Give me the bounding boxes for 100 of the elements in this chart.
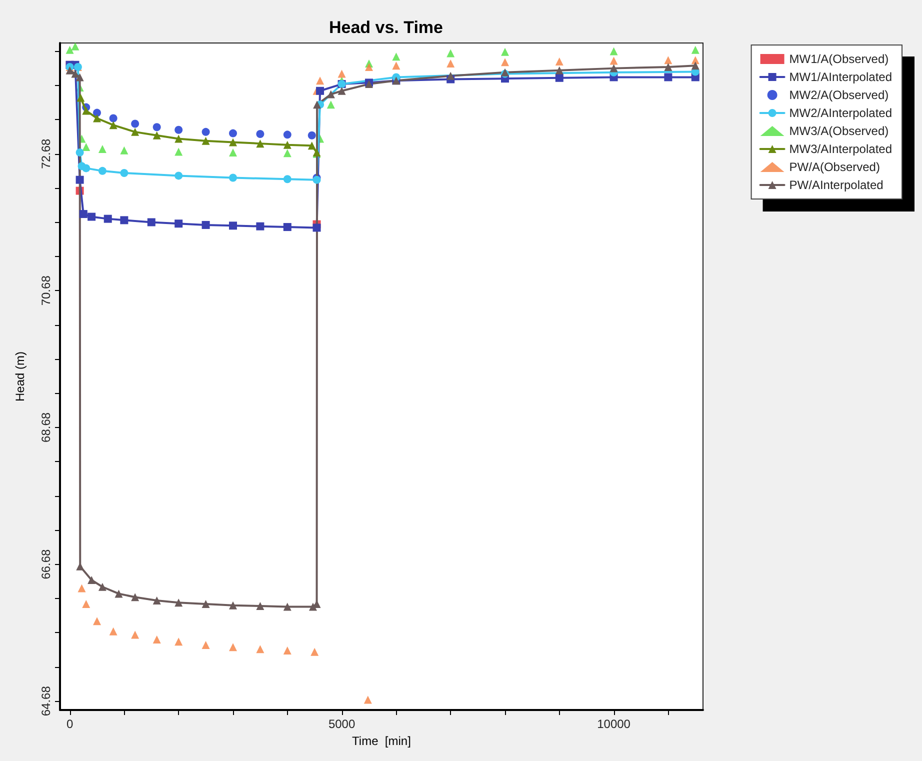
- point: [256, 222, 264, 230]
- point: [228, 601, 237, 610]
- point: [66, 66, 74, 74]
- point: [131, 593, 140, 602]
- point: [256, 130, 264, 138]
- point: [92, 617, 101, 626]
- point: [131, 128, 140, 136]
- point: [283, 223, 292, 232]
- point: [326, 100, 335, 109]
- point: [152, 131, 161, 140]
- legend-label: MW2/A(Observed): [789, 88, 889, 102]
- point: [283, 140, 292, 149]
- point: [71, 42, 80, 50]
- point: [79, 210, 88, 218]
- point: [313, 100, 322, 109]
- point: [392, 62, 400, 70]
- point: [174, 148, 183, 156]
- legend-label: MW1/AInterpolated: [789, 70, 892, 84]
- point: [610, 56, 618, 65]
- point: [283, 130, 292, 139]
- y-tick-label: 72.68: [39, 138, 53, 169]
- point: [131, 630, 140, 639]
- point: [664, 73, 672, 82]
- point: [310, 648, 319, 656]
- y-tick-label: 68.68: [39, 412, 53, 442]
- point: [316, 86, 324, 95]
- point: [88, 212, 96, 221]
- point: [82, 164, 90, 172]
- point: [76, 176, 84, 184]
- point: [283, 602, 292, 611]
- point: [98, 145, 106, 154]
- point: [202, 136, 210, 145]
- point: [104, 214, 112, 223]
- point: [82, 600, 90, 608]
- x-axis-title: Time [min]: [352, 734, 411, 748]
- point: [256, 645, 264, 654]
- point: [364, 62, 373, 71]
- point: [109, 627, 118, 636]
- point: [338, 86, 346, 95]
- y-tick-label: 66.68: [39, 548, 53, 580]
- point: [152, 596, 161, 605]
- point: [76, 94, 85, 102]
- point: [76, 73, 84, 82]
- legend-label: MW3/AInterpolated: [789, 142, 892, 156]
- point: [98, 582, 106, 591]
- point: [174, 220, 183, 228]
- point: [120, 146, 128, 154]
- point: [152, 636, 161, 644]
- point: [283, 646, 292, 654]
- point: [691, 62, 700, 70]
- legend-label: MW3/A(Observed): [789, 124, 889, 138]
- point: [326, 90, 335, 98]
- y-axis-title: Head (m): [13, 351, 27, 402]
- point: [78, 584, 86, 592]
- point: [555, 66, 564, 74]
- point: [174, 598, 183, 607]
- point: [500, 48, 509, 56]
- point: [228, 222, 237, 230]
- point: [446, 49, 455, 58]
- legend-label: MW1/A(Observed): [789, 52, 889, 66]
- point: [228, 643, 237, 652]
- legend-label: PW/AInterpolated: [789, 178, 884, 192]
- point: [228, 148, 237, 156]
- point: [691, 46, 700, 54]
- point: [392, 52, 400, 61]
- point: [66, 46, 74, 54]
- point: [98, 166, 106, 175]
- point: [308, 131, 316, 140]
- point: [114, 590, 123, 598]
- point: [364, 696, 372, 704]
- point: [283, 149, 292, 158]
- x-tick-label: 0: [66, 717, 74, 731]
- x-tick-label: 5000: [328, 717, 356, 731]
- point: [229, 174, 237, 182]
- point: [283, 175, 292, 184]
- point: [664, 62, 672, 71]
- point: [174, 134, 183, 143]
- y-tick-label: 64.68: [39, 686, 53, 716]
- point: [120, 216, 128, 224]
- chart-title: Head vs. Time: [328, 18, 444, 37]
- x-tick-label: 10000: [597, 717, 631, 731]
- point: [174, 172, 183, 180]
- point: [228, 138, 237, 146]
- point: [120, 168, 128, 177]
- point: [202, 220, 210, 229]
- legend-label: PW/A(Observed): [789, 160, 880, 174]
- point: [174, 126, 183, 134]
- point: [312, 224, 321, 232]
- y-tick-label: 70.68: [39, 275, 53, 306]
- point: [316, 76, 324, 85]
- point: [82, 142, 90, 151]
- point: [446, 72, 455, 80]
- point: [446, 60, 455, 68]
- point: [338, 70, 346, 78]
- point: [308, 142, 316, 150]
- point: [555, 74, 564, 82]
- point: [147, 218, 156, 226]
- point: [610, 47, 618, 56]
- point: [202, 128, 210, 136]
- point: [202, 641, 210, 650]
